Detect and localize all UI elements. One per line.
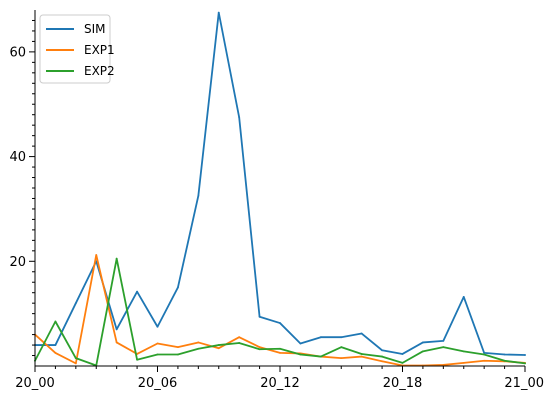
legend-entry-exp1: EXP1 [46, 43, 115, 57]
data-point-exp2 [319, 355, 322, 358]
data-point-exp2 [360, 353, 363, 355]
legend-label-exp1: EXP1 [84, 43, 115, 57]
series-layer [34, 11, 526, 367]
data-point-sim [503, 353, 506, 356]
data-point-exp2 [177, 353, 179, 356]
data-point-exp2 [422, 350, 424, 353]
data-point-sim [217, 11, 220, 14]
data-point-exp1 [381, 360, 383, 363]
data-point-exp2 [197, 347, 200, 350]
data-point-exp2 [442, 346, 445, 349]
ticks-layer: 20 40 60 20_00 20_06 20_12 20_18 21_00 [9, 19, 544, 391]
data-point-exp1 [197, 341, 200, 344]
data-point-sim [360, 332, 363, 335]
data-point-exp2 [524, 362, 526, 365]
data-point-exp1 [360, 355, 363, 358]
data-point-sim [279, 322, 281, 324]
data-point-exp1 [156, 342, 159, 345]
data-point-exp2 [156, 353, 159, 356]
data-point-exp2 [279, 347, 281, 350]
legend-frame [39, 14, 111, 84]
data-point-sim [483, 352, 486, 354]
data-point-sim [401, 353, 404, 355]
data-point-exp1 [462, 361, 465, 364]
data-point-exp1 [177, 346, 179, 349]
data-point-sim [422, 341, 424, 344]
data-point-exp2 [299, 353, 302, 356]
x-tick-label: 21_00 [504, 376, 544, 391]
data-point-exp1 [483, 359, 486, 362]
data-point-exp1 [442, 364, 445, 366]
data-point-exp2 [381, 355, 383, 358]
data-point-exp2 [401, 361, 404, 364]
data-point-sim [115, 328, 118, 331]
data-point-sim [442, 339, 445, 342]
data-point-exp2 [54, 320, 57, 323]
y-tick-label: 40 [9, 150, 26, 165]
data-point-exp2 [217, 344, 220, 346]
data-point-sim [462, 295, 465, 298]
data-point-sim [136, 290, 138, 293]
data-point-exp2 [74, 357, 77, 360]
data-point-sim [197, 194, 200, 197]
data-point-sim [340, 336, 343, 339]
data-point-exp2 [340, 346, 343, 349]
data-point-sim [74, 302, 77, 305]
data-point-sim [319, 336, 322, 339]
data-point-exp1 [95, 254, 98, 256]
data-point-sim [54, 344, 57, 346]
x-tick-label: 20_12 [260, 376, 300, 391]
data-point-sim [524, 354, 526, 356]
legend-label-exp2: EXP2 [84, 64, 115, 78]
data-point-exp2 [136, 358, 138, 361]
data-point-exp1 [279, 352, 281, 354]
data-point-exp2 [462, 350, 465, 353]
data-point-sim [381, 349, 383, 352]
x-tick-label: 20_00 [15, 376, 55, 391]
data-point-exp1 [54, 352, 57, 354]
data-point-sim [156, 325, 159, 328]
data-point-sim [299, 342, 302, 345]
data-point-exp1 [258, 346, 261, 349]
data-point-exp2 [483, 353, 486, 356]
data-point-exp2 [238, 342, 241, 344]
x-tick-label: 20_18 [383, 376, 423, 391]
legend-entry-sim: SIM [46, 22, 106, 36]
data-point-exp2 [503, 359, 506, 362]
data-point-sim [238, 116, 241, 119]
data-point-sim [258, 315, 261, 318]
data-point-exp1 [217, 347, 220, 350]
data-point-exp1 [340, 357, 343, 360]
data-point-exp2 [258, 348, 261, 351]
data-point-exp1 [238, 336, 241, 339]
legend: SIM EXP1 EXP2 [39, 14, 115, 84]
data-point-exp1 [115, 341, 118, 344]
data-point-exp1 [74, 362, 77, 365]
x-tick-label: 20_06 [138, 376, 178, 391]
y-tick-label: 20 [9, 255, 26, 270]
data-point-exp2 [115, 257, 118, 260]
data-point-sim [177, 286, 179, 289]
legend-entry-exp2: EXP2 [46, 64, 115, 78]
legend-label-sim: SIM [84, 22, 106, 36]
y-tick-label: 60 [9, 45, 26, 60]
